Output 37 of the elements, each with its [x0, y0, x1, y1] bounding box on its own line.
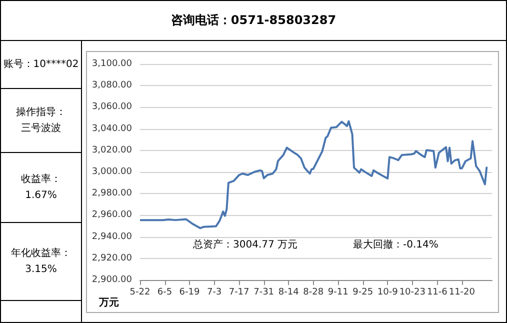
x-tick-label: 10-23: [399, 288, 426, 298]
x-tick-label: 6-19: [179, 288, 200, 298]
x-tick-label: 7-31: [254, 288, 274, 298]
x-tick-label: 9-25: [352, 288, 374, 298]
y-tick-label: 2,960.00: [92, 210, 132, 220]
text: 收益率：: [21, 172, 61, 186]
annotation: 最大回撤：-0.14%: [353, 238, 438, 250]
y-axis-title: 万元: [98, 296, 119, 308]
y-tick-label: 3,040.00: [92, 124, 132, 134]
x-tick-label: 10-9: [377, 288, 398, 298]
x-tick-label: 5-22: [130, 288, 150, 298]
y-tick-label: 3,000.00: [92, 167, 132, 177]
y-tick-label: 3,100.00: [92, 59, 132, 69]
y-tick-label: 2,920.00: [92, 253, 132, 264]
x-tick-label: 11-6: [426, 288, 448, 298]
x-tick-label: 9-11: [328, 288, 348, 298]
y-tick-label: 3,060.00: [92, 102, 132, 112]
text: 1.67%: [25, 188, 57, 202]
x-tick-label: 8-28: [303, 288, 324, 298]
y-tick-label: 3,080.00: [92, 80, 132, 91]
x-tick-label: 8-14: [278, 288, 300, 298]
y-tick-label: 3,020.00: [92, 145, 132, 156]
text: 年化收益率：: [11, 246, 71, 260]
text: 账号：10****02: [3, 58, 79, 72]
chart-title: 咨询电话：0571-85803287: [1, 1, 506, 41]
x-tick-label: 11-20: [448, 288, 476, 298]
y-tick-label: 2,900.00: [92, 275, 132, 285]
line-series: [139, 120, 488, 230]
text: 操作指导：: [16, 106, 66, 120]
x-tick-label: 7-3: [206, 288, 222, 298]
x-tick-label: 6-5: [157, 288, 172, 298]
text: 3.15%: [25, 262, 57, 276]
y-tick-label: 2,940.00: [92, 232, 132, 242]
annotation: 总资产：3004.77 万元: [192, 238, 298, 250]
text: 三号波波: [21, 122, 61, 136]
y-tick-label: 2,980.00: [92, 188, 132, 199]
x-tick-label: 7-17: [228, 288, 250, 298]
